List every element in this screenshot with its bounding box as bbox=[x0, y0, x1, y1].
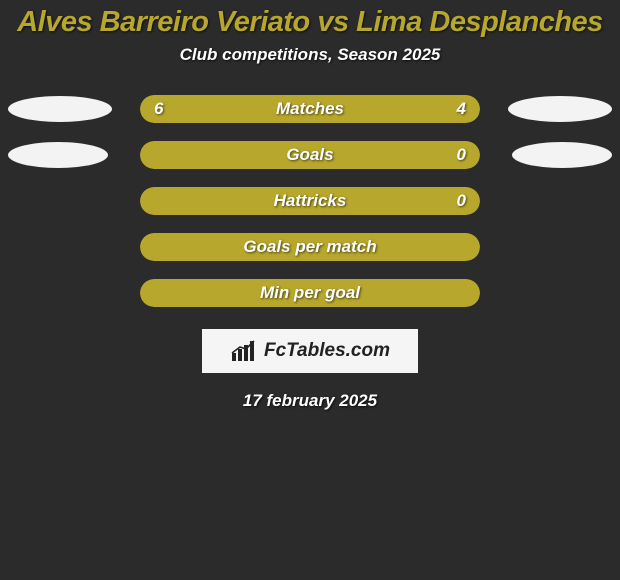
stat-row: Goals per match bbox=[0, 233, 620, 261]
stat-row: Min per goal bbox=[0, 279, 620, 307]
branding-badge: FcTables.com bbox=[202, 329, 418, 373]
stat-label: Goals bbox=[140, 141, 480, 169]
right-value: 4 bbox=[457, 95, 466, 123]
right-magnitude-ellipse bbox=[508, 96, 612, 122]
right-value: 0 bbox=[457, 187, 466, 215]
left-magnitude-ellipse bbox=[8, 96, 112, 122]
comparison-chart: 6 Matches 4 Goals 0 Hattricks 0 Goa bbox=[0, 95, 620, 307]
date-label: 17 february 2025 bbox=[0, 391, 620, 411]
stat-row: Hattricks 0 bbox=[0, 187, 620, 215]
branding-text: FcTables.com bbox=[264, 340, 390, 362]
stat-label: Goals per match bbox=[140, 233, 480, 261]
page-title: Alves Barreiro Veriato vs Lima Desplanch… bbox=[0, 0, 620, 39]
right-value: 0 bbox=[457, 141, 466, 169]
bar-track: Goals per match bbox=[140, 233, 480, 261]
stat-label: Min per goal bbox=[140, 279, 480, 307]
stat-label: Matches bbox=[140, 95, 480, 123]
left-magnitude-ellipse bbox=[8, 142, 108, 168]
bar-track: Hattricks 0 bbox=[140, 187, 480, 215]
stat-row: Goals 0 bbox=[0, 141, 620, 169]
stat-label: Hattricks bbox=[140, 187, 480, 215]
stat-row: 6 Matches 4 bbox=[0, 95, 620, 123]
bar-track: 6 Matches 4 bbox=[140, 95, 480, 123]
subtitle: Club competitions, Season 2025 bbox=[0, 45, 620, 65]
bar-track: Goals 0 bbox=[140, 141, 480, 169]
bar-track: Min per goal bbox=[140, 279, 480, 307]
right-magnitude-ellipse bbox=[512, 142, 612, 168]
bars-icon bbox=[230, 339, 258, 363]
